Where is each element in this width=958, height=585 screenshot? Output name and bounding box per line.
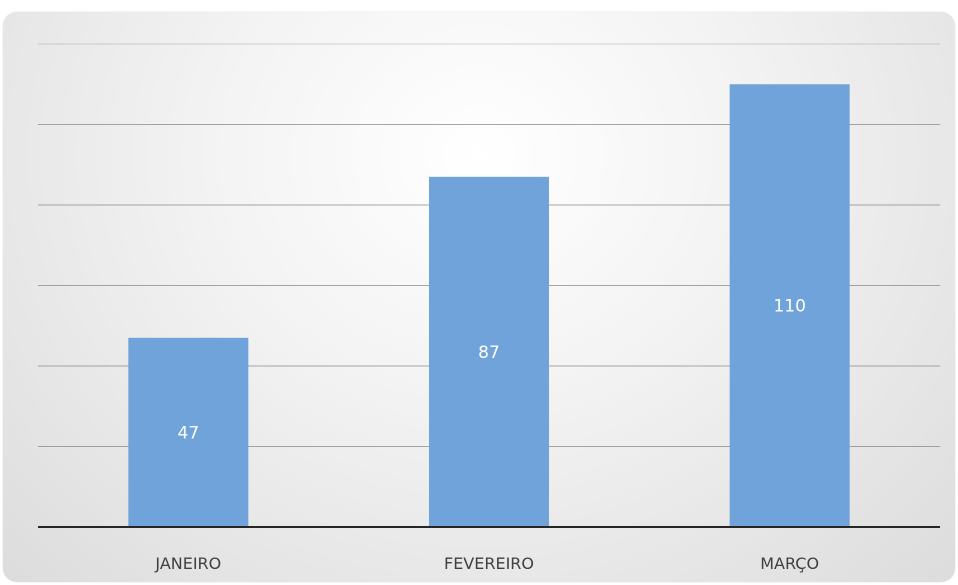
bar-fevereiro <box>429 176 549 527</box>
category-labels: JANEIRO FEVEREIRO MARÇO <box>154 554 819 573</box>
data-label: 87 <box>478 343 500 363</box>
data-label: 47 <box>178 423 200 443</box>
x-tick-label: MARÇO <box>760 554 819 573</box>
bar-março <box>729 84 850 527</box>
bars <box>128 84 850 527</box>
bar-janeiro <box>128 337 249 527</box>
data-label: 110 <box>773 297 805 317</box>
x-tick-label: JANEIRO <box>154 554 221 573</box>
value-labels: 47 87 110 <box>178 297 806 444</box>
x-tick-label: FEVEREIRO <box>444 554 534 573</box>
